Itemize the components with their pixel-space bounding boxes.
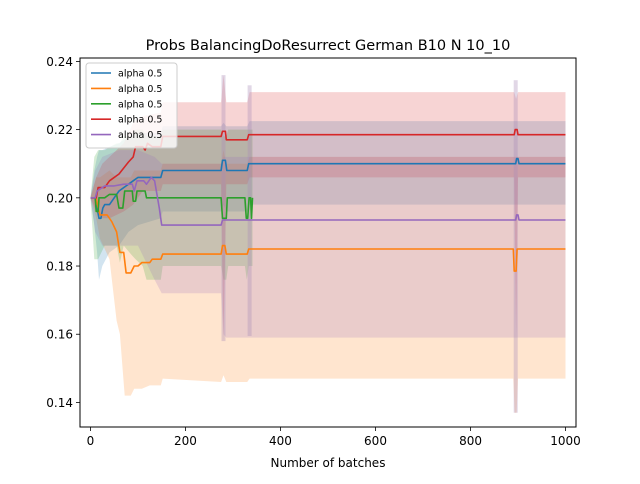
x-tick-label: 400	[269, 434, 292, 448]
confidence-band-3	[90, 129, 253, 280]
confidence-bands	[90, 75, 566, 413]
x-tick-label: 1000	[550, 434, 581, 448]
legend-label-4: alpha 0.5	[118, 115, 162, 126]
confidence-band-2	[90, 150, 566, 413]
y-tick-label: 0.16	[46, 328, 73, 342]
chart-title: Probs BalancingDoResurrect German B10 N …	[146, 38, 511, 54]
y-tick-label: 0.14	[46, 396, 73, 410]
x-tick-label: 800	[459, 434, 482, 448]
legend-label-3: alpha 0.5	[118, 99, 162, 110]
y-tick-label: 0.22	[46, 123, 73, 137]
legend-label-1: alpha 0.5	[118, 69, 162, 80]
band-spike-3	[513, 80, 518, 413]
series-line-2	[90, 197, 566, 274]
series-line-3	[90, 190, 254, 220]
x-tick-label: 600	[364, 434, 387, 448]
series-line-5	[90, 176, 566, 226]
x-tick-label: 0	[87, 434, 95, 448]
y-tick-label: 0.24	[46, 55, 73, 69]
confidence-band-4	[90, 75, 566, 342]
legend: alpha 0.5 alpha 0.5 alpha 0.5 alpha 0.5 alph…	[85, 62, 178, 149]
plot-area-frame	[79, 57, 577, 428]
y-tick-label: 0.20	[46, 191, 73, 205]
y-axis: 0.14 0.16 0.18 0.20 0.22 0.24	[46, 55, 80, 410]
series-lines	[90, 128, 566, 274]
confidence-band-5	[90, 150, 566, 338]
x-tick-label: 200	[174, 434, 197, 448]
series-line-1	[90, 157, 566, 220]
y-tick-label: 0.18	[46, 260, 73, 274]
legend-label-5: alpha 0.5	[118, 130, 162, 141]
confidence-band-1	[90, 121, 566, 280]
legend-label-2: alpha 0.5	[118, 84, 162, 95]
x-axis-label: Number of batches	[271, 456, 386, 470]
x-axis: 0 200 400 600 800 1000	[87, 427, 581, 448]
band-spike-1	[221, 75, 226, 342]
band-spike-2	[247, 85, 252, 336]
legend-box	[85, 62, 178, 149]
